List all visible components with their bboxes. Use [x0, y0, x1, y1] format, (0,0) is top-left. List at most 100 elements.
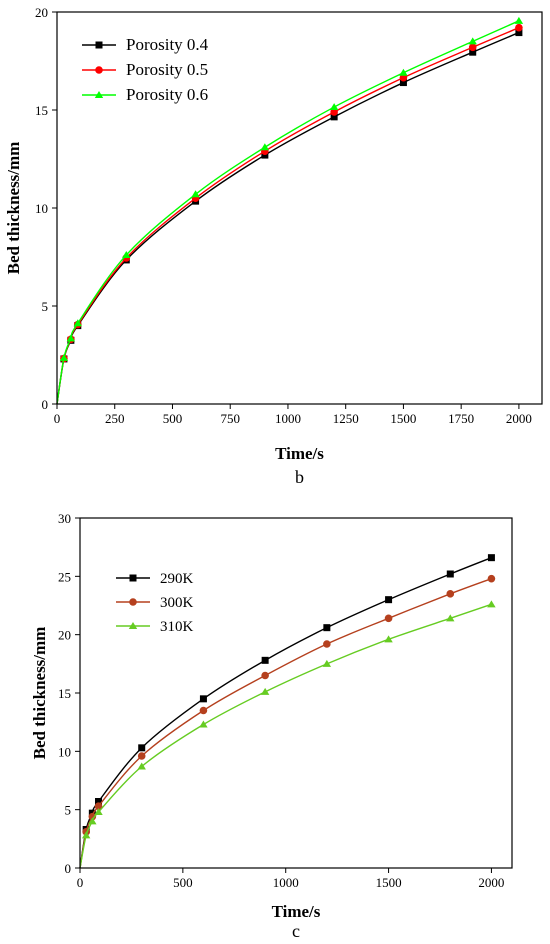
series-line — [79, 557, 492, 869]
x-tick-label: 500 — [163, 411, 183, 426]
x-tick-label: 2000 — [506, 411, 532, 426]
legend-item: 310K — [116, 619, 194, 635]
data-point — [514, 16, 524, 24]
legend-item: Porosity 0.6 — [82, 85, 208, 104]
series-line — [79, 578, 492, 869]
data-point — [446, 570, 454, 578]
y-tick-label: 0 — [42, 397, 49, 412]
legend-marker — [128, 622, 138, 629]
data-point — [94, 808, 103, 815]
data-point — [329, 103, 339, 111]
legend-label: Porosity 0.5 — [126, 60, 208, 79]
series-porosity-0-6 — [56, 16, 524, 405]
y-tick-label: 15 — [35, 103, 48, 118]
data-point — [330, 108, 338, 116]
y-tick-label: 30 — [58, 511, 71, 526]
legend-label: Porosity 0.4 — [126, 35, 209, 54]
data-point — [399, 68, 408, 76]
data-point — [399, 73, 408, 82]
legend-item: 290K — [116, 571, 194, 587]
y-axis-ticks: 0 5 10 15 20 25 30 — [58, 511, 80, 876]
x-tick-label: 1500 — [390, 411, 416, 426]
legend-marker — [95, 41, 103, 49]
y-axis-label: Bed thickness/mm — [4, 142, 23, 275]
series-line — [79, 603, 492, 869]
x-tick-label: 0 — [77, 875, 84, 890]
legend-marker — [94, 91, 104, 98]
legend-label: 290K — [160, 571, 194, 587]
data-point — [59, 353, 69, 361]
y-axis-ticks: 0 5 10 15 20 — [35, 5, 57, 412]
data-point — [137, 752, 146, 760]
legend-item: 300K — [116, 595, 194, 611]
data-point — [88, 812, 97, 821]
data-point — [199, 720, 208, 728]
data-point — [261, 656, 269, 664]
y-tick-label: 20 — [58, 628, 71, 643]
y-tick-label: 25 — [58, 569, 71, 584]
data-point — [323, 640, 331, 648]
data-point — [66, 334, 76, 342]
data-point — [199, 706, 208, 715]
data-point — [487, 600, 496, 608]
panel-caption: b — [295, 467, 304, 487]
y-tick-label: 10 — [58, 744, 71, 759]
y-tick-label: 20 — [35, 5, 48, 20]
x-tick-label: 1250 — [333, 411, 359, 426]
x-tick-label: 1500 — [376, 875, 402, 890]
data-point — [384, 635, 393, 643]
data-point — [330, 113, 338, 121]
series-group — [56, 16, 524, 405]
legend: Porosity 0.4 Porosity 0.5 Porosity 0.6 — [82, 35, 209, 104]
legend-item: Porosity 0.4 — [82, 35, 209, 54]
x-tick-label: 2000 — [478, 875, 504, 890]
chart-panel-c: 0 500 1000 1500 2000 0 5 10 15 20 25 30 Time/s Bed… — [30, 511, 513, 941]
legend-label: 300K — [160, 595, 194, 611]
data-point — [446, 590, 455, 598]
data-point — [88, 817, 97, 825]
data-point — [515, 29, 523, 37]
y-axis-label: Bed thickness/mm — [30, 627, 49, 760]
panel-caption: c — [292, 921, 300, 941]
legend-item: Porosity 0.5 — [82, 60, 208, 79]
data-point — [261, 151, 269, 159]
data-point — [94, 802, 103, 810]
data-point — [323, 624, 331, 632]
data-point — [446, 614, 455, 622]
x-axis-ticks: 0 500 1000 1500 2000 — [77, 868, 504, 890]
data-point — [191, 190, 200, 198]
y-tick-label: 10 — [35, 201, 48, 216]
data-point — [384, 614, 393, 623]
x-tick-label: 1750 — [448, 411, 474, 426]
data-point — [261, 671, 269, 680]
legend: 290K 300K 310K — [116, 571, 194, 635]
data-point — [138, 744, 146, 752]
data-point — [260, 143, 270, 151]
data-point — [399, 79, 407, 87]
x-tick-label: 1000 — [273, 875, 299, 890]
data-point — [515, 23, 523, 32]
series-porosity-0-5 — [56, 23, 523, 405]
data-point — [468, 43, 477, 52]
data-point — [137, 762, 146, 770]
data-point — [322, 659, 332, 667]
data-point — [385, 596, 393, 604]
data-point — [487, 554, 495, 562]
data-point — [73, 319, 82, 327]
data-point — [487, 574, 496, 583]
legend-marker — [129, 598, 137, 606]
data-point — [122, 251, 131, 259]
data-point — [469, 48, 477, 56]
x-axis-label: Time/s — [275, 444, 324, 463]
legend-label: 310K — [160, 619, 194, 635]
x-tick-label: 250 — [105, 411, 125, 426]
x-tick-label: 750 — [220, 411, 240, 426]
y-tick-label: 5 — [65, 803, 72, 818]
data-point — [199, 695, 207, 703]
x-tick-label: 1000 — [275, 411, 301, 426]
chart-panel-b: 0 250 500 750 1000 1250 1500 1750 2000 05101520 … — [4, 5, 543, 487]
data-point — [260, 687, 270, 695]
legend-marker — [95, 66, 103, 74]
x-tick-label: 0 — [54, 411, 61, 426]
